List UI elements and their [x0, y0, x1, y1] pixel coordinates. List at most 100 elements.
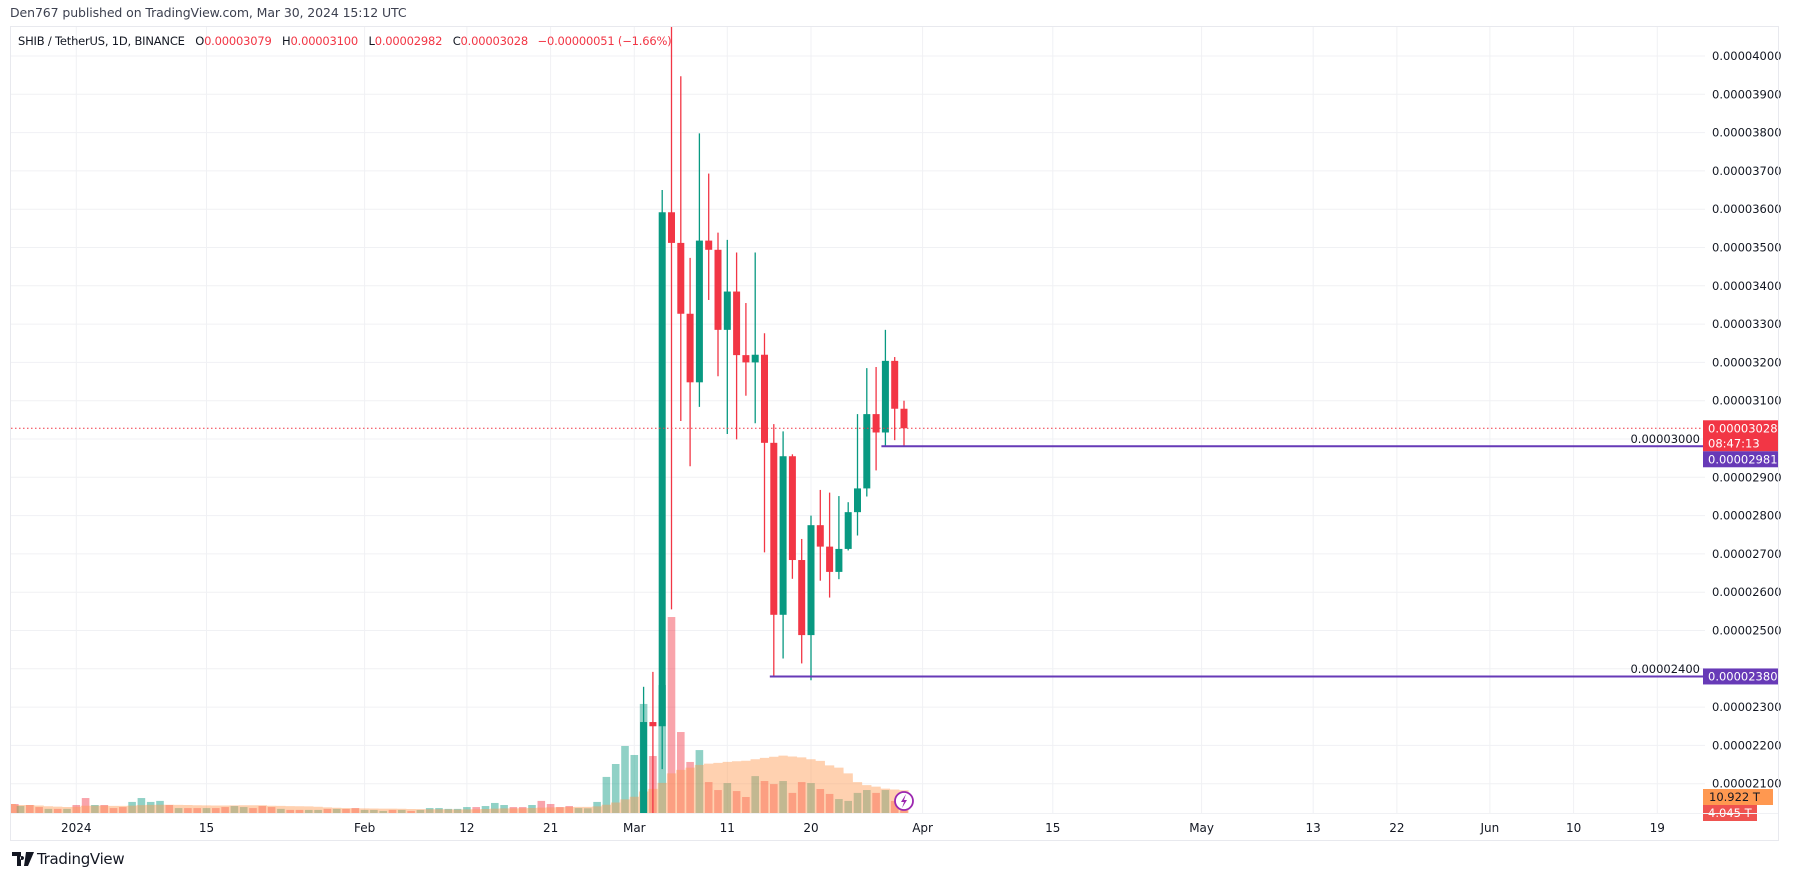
volume-bar: [63, 808, 71, 813]
price-tick-label: 0.00003400: [1712, 279, 1782, 293]
volume-bar: [621, 745, 629, 813]
candle-body: [742, 355, 750, 363]
candle-up: [881, 329, 889, 447]
volume-bar: [425, 808, 434, 813]
candle-up: [658, 190, 666, 770]
time-tick-label: 13: [1306, 821, 1321, 835]
volume-bar: [156, 800, 164, 813]
tradingview-wordmark: TradingView: [37, 850, 125, 868]
candle-down: [705, 173, 713, 300]
time-tick-label: 22: [1389, 821, 1404, 835]
volume-bar: [853, 792, 862, 813]
volume-bar: [890, 800, 899, 813]
candle-body: [881, 360, 889, 433]
volume-bar: [351, 808, 360, 813]
volume-bar: [72, 805, 81, 813]
high-value: 0.00003100: [290, 34, 359, 48]
published-caption: Den767 published on TradingView.com, Mar…: [10, 5, 407, 20]
candle-down: [770, 424, 778, 677]
candle-body: [807, 525, 815, 636]
price-tick-label: 0.00002400: [1630, 662, 1700, 676]
horizontal-line-price-badge: 0.00002380: [1703, 668, 1779, 685]
volume-bar: [100, 805, 108, 813]
candle-body: [779, 456, 787, 615]
volume-bar: [518, 807, 527, 813]
symbol-title[interactable]: SHIB / TetherUS, 1D, BINANCE: [18, 34, 185, 48]
volume-bar: [249, 808, 257, 813]
candle-up: [695, 133, 703, 407]
volume-bar: [565, 806, 573, 813]
plot-area: [11, 27, 1705, 813]
volume-bar: [174, 808, 183, 813]
close-value: 0.00003028: [460, 34, 529, 48]
candle-down: [733, 252, 741, 440]
volume-bar: [797, 782, 806, 813]
volume-bar: [407, 810, 415, 813]
volume-bar: [128, 801, 136, 813]
candle-body: [761, 354, 768, 443]
candle-down: [714, 232, 722, 377]
tradingview-footer[interactable]: TradingView: [12, 850, 125, 868]
volume-bar: [825, 793, 834, 813]
candle-body: [891, 360, 899, 409]
open-label: O: [195, 34, 205, 48]
volume-bar: [239, 807, 248, 813]
price-tick-label: 0.00002600: [1712, 585, 1782, 599]
volume-bar: [370, 809, 378, 813]
volume-bar: [528, 805, 536, 813]
candle-down: [798, 538, 806, 664]
volume-bar: [230, 806, 239, 813]
volume-bar: [398, 809, 406, 813]
volume-bar: [11, 803, 19, 813]
volume-bar: [630, 754, 639, 813]
time-tick-label: 21: [543, 821, 558, 835]
candle-down: [816, 489, 824, 581]
time-tick-label: Apr: [912, 821, 933, 835]
candle-down: [668, 27, 675, 610]
candle-up: [863, 368, 871, 497]
price-tick-label: 0.00003300: [1712, 317, 1782, 331]
volume-bar: [91, 805, 99, 813]
volume-bar: [667, 617, 676, 813]
candle-up: [779, 431, 787, 659]
volume-bar: [584, 808, 592, 813]
price-tick-label: 0.00002300: [1712, 700, 1782, 714]
time-tick-label: 12: [459, 821, 474, 835]
volume-bar: [305, 809, 313, 813]
volume-bar: [677, 732, 685, 813]
candle-body: [835, 548, 843, 572]
candle-body: [863, 414, 871, 489]
candle-body: [733, 291, 741, 356]
volume-bar: [314, 809, 322, 813]
time-tick-label: May: [1189, 821, 1214, 835]
price-tick-label: 0.00003900: [1712, 87, 1782, 101]
symbol-legend: SHIB / TetherUS, 1D, BINANCE O0.00003079…: [18, 34, 672, 48]
candle-up: [854, 414, 861, 536]
price-badge-bg: [1703, 668, 1779, 685]
volume-bar: [388, 809, 397, 813]
price-tick-label: 0.00002500: [1712, 624, 1782, 638]
volume-bar: [742, 797, 750, 813]
time-tick-label: Jun: [1480, 821, 1500, 835]
last-price-badge-bg: [1703, 420, 1779, 452]
price-tick-label: 0.00002800: [1712, 509, 1782, 523]
volume-bar: [760, 781, 769, 813]
volume-bar: [807, 783, 815, 813]
volume-bar: [732, 791, 741, 813]
volume-bar: [509, 807, 518, 813]
volume-bar: [704, 782, 713, 813]
volume-bar: [863, 790, 871, 813]
volume-bar: [463, 807, 471, 813]
price-badge-bg: [1703, 451, 1779, 468]
volume-bar: [379, 810, 387, 813]
price-tick-label: 0.00003200: [1712, 355, 1782, 369]
volume-ma-badge-bg: [1703, 789, 1773, 805]
candle-body: [705, 240, 713, 250]
price-tick-label: 0.00002200: [1712, 738, 1782, 752]
candle-down: [677, 76, 685, 421]
time-tick-label: 15: [199, 821, 214, 835]
price-tick-label: 0.00004000: [1712, 49, 1782, 63]
volume-bar: [602, 776, 611, 813]
